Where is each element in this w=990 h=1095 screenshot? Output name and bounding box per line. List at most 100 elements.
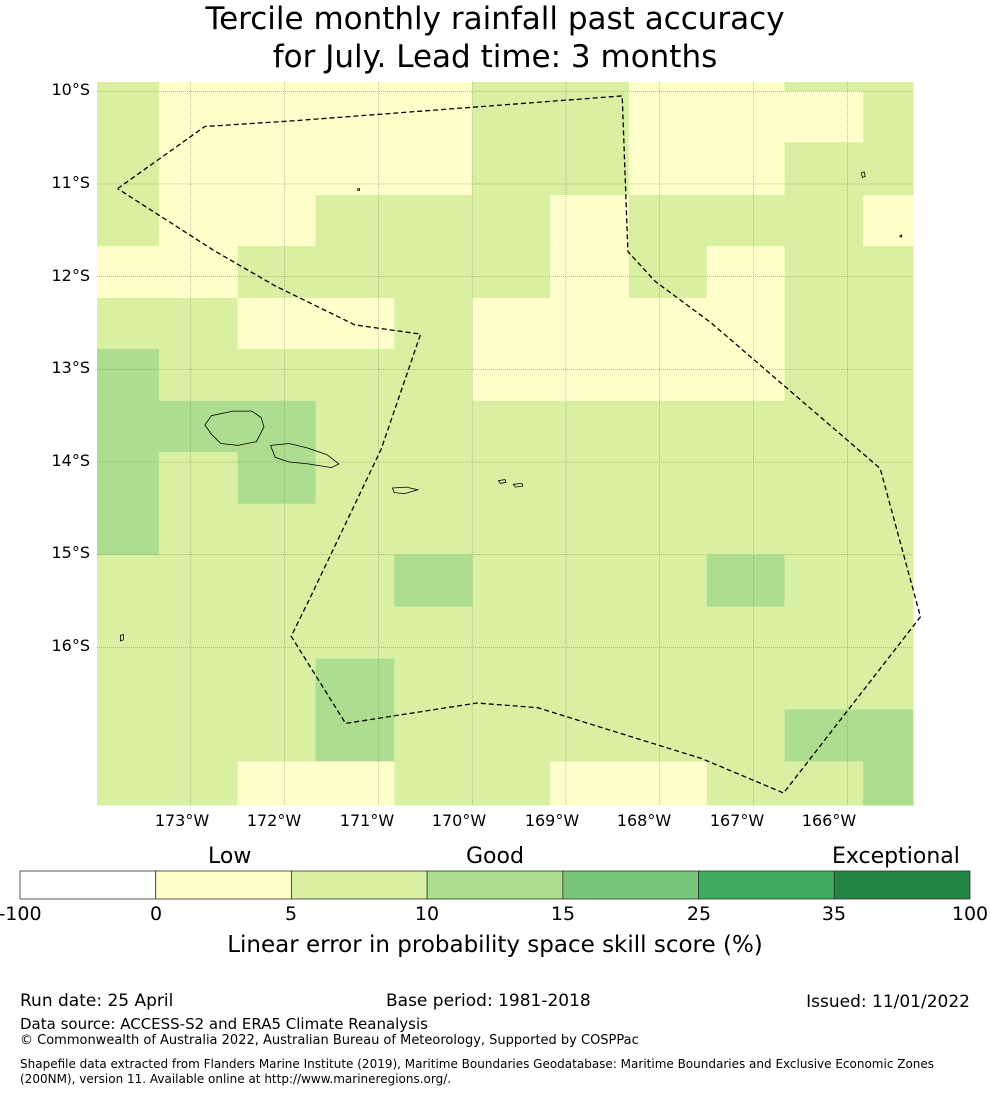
colorbar-category-exceptional: Exceptional xyxy=(832,844,960,869)
skill-cell xyxy=(315,195,395,247)
skill-cell xyxy=(97,451,160,505)
base-period: Base period: 1981-2018 xyxy=(386,991,591,1011)
skill-cell xyxy=(237,400,317,453)
skill-cell xyxy=(628,348,708,402)
skill-cell xyxy=(97,554,160,608)
skill-cell xyxy=(472,554,551,608)
skill-cell xyxy=(97,91,160,143)
title-line-1: Tercile monthly rainfall past accuracy xyxy=(205,1,785,37)
skill-cell xyxy=(158,82,239,92)
island-outline xyxy=(512,482,524,488)
skill-cell xyxy=(628,195,708,247)
skill-cell xyxy=(97,297,160,350)
skill-cell xyxy=(315,658,395,711)
skill-cell xyxy=(472,195,551,247)
skill-cell xyxy=(237,142,317,196)
skill-cell xyxy=(97,658,160,711)
data-source: Data source: ACCESS-S2 and ERA5 Climate … xyxy=(20,1015,428,1033)
island-outline xyxy=(391,486,420,495)
skill-cell xyxy=(394,348,473,402)
skill-cell xyxy=(237,709,317,762)
lat-label-13s: 13°S xyxy=(51,358,90,377)
skill-cell xyxy=(628,709,708,762)
skill-cell xyxy=(863,297,914,350)
skill-cell xyxy=(97,503,160,556)
skill-cell xyxy=(315,142,395,196)
colorbar xyxy=(19,870,971,900)
eez-boundary xyxy=(117,95,922,794)
skill-cell xyxy=(97,142,160,196)
skill-cell xyxy=(706,709,786,762)
skill-cell xyxy=(472,348,551,402)
islands xyxy=(120,171,903,642)
skill-cell xyxy=(784,761,864,806)
skill-cell xyxy=(550,451,630,505)
skill-cell xyxy=(158,554,239,608)
skill-cell xyxy=(863,195,914,247)
skill-cell xyxy=(550,503,630,556)
lon-label-168w: 168°W xyxy=(616,811,672,830)
skill-cell xyxy=(784,91,864,143)
skill-cell xyxy=(472,451,551,505)
skill-cell xyxy=(550,348,630,402)
skill-cell xyxy=(784,658,864,711)
island-outline xyxy=(497,479,507,484)
skill-cell xyxy=(550,82,630,92)
skill-cell xyxy=(550,761,630,806)
skill-cell xyxy=(472,761,551,806)
skill-cell xyxy=(237,91,317,143)
skill-cell xyxy=(706,606,786,660)
skill-cell xyxy=(863,709,914,762)
skill-cell xyxy=(784,195,864,247)
lon-label-169w: 169°W xyxy=(524,811,580,830)
skill-cell xyxy=(863,503,914,556)
skill-cell xyxy=(550,709,630,762)
colorbar-tick: -100 xyxy=(0,903,42,925)
island-outline xyxy=(269,443,340,469)
island-outline xyxy=(357,188,360,191)
skill-cell xyxy=(784,606,864,660)
island-outline xyxy=(860,171,866,179)
skill-cell xyxy=(628,82,708,92)
skill-cell xyxy=(472,91,551,143)
skill-cell xyxy=(550,246,630,299)
skill-cell xyxy=(706,82,786,92)
colorbar-tick: 5 xyxy=(284,903,298,925)
skill-cell xyxy=(628,297,708,350)
skill-cell xyxy=(158,658,239,711)
lon-label-171w: 171°W xyxy=(339,811,395,830)
skill-cell xyxy=(628,451,708,505)
skill-cell xyxy=(237,195,317,247)
skill-cell xyxy=(158,246,239,299)
colorbar-swatch xyxy=(698,870,835,900)
lon-label-170w: 170°W xyxy=(431,811,487,830)
skill-cell xyxy=(394,82,473,92)
skill-cell xyxy=(394,246,473,299)
skill-cell xyxy=(97,195,160,247)
shapefile-credit-line-2: (200NM), version 11. Available online at… xyxy=(20,1072,452,1086)
skill-cell xyxy=(394,503,473,556)
skill-cell xyxy=(97,348,160,402)
skill-cell xyxy=(784,142,864,196)
skill-cell xyxy=(315,761,395,806)
skill-cell xyxy=(315,554,395,608)
colorbar-swatch xyxy=(426,870,564,900)
skill-cell xyxy=(863,142,914,196)
skill-cell xyxy=(863,348,914,402)
skill-cell xyxy=(863,554,914,608)
copyright: © Commonwealth of Australia 2022, Austra… xyxy=(20,1033,639,1048)
skill-cell xyxy=(97,761,160,806)
skill-cell xyxy=(237,297,317,350)
skill-cell xyxy=(394,451,473,505)
skill-cell xyxy=(863,658,914,711)
title-line-2: for July. Lead time: 3 months xyxy=(272,39,718,75)
lat-label-15s: 15°S xyxy=(51,543,90,562)
skill-cell xyxy=(784,297,864,350)
skill-cell xyxy=(863,606,914,660)
lat-label-16s: 16°S xyxy=(51,636,90,655)
island-outline xyxy=(899,234,903,238)
shapefile-credit-line-1: Shapefile data extracted from Flanders M… xyxy=(20,1057,935,1071)
skill-cell xyxy=(863,400,914,453)
colorbar-category-good: Good xyxy=(466,844,524,869)
skill-cell xyxy=(628,658,708,711)
